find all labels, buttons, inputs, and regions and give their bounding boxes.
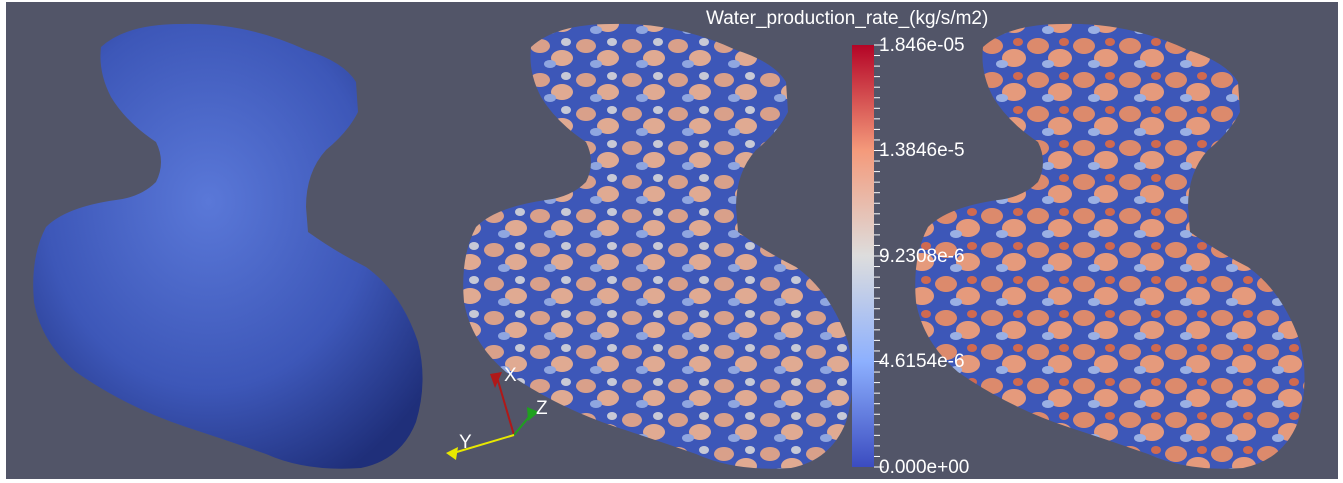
- legend-tick-4: 4.6154e-6: [879, 351, 965, 372]
- x-axis-line: [495, 373, 515, 436]
- comet-scene: [33, 23, 1305, 469]
- colorbar: [852, 45, 874, 467]
- comet-view-2: [463, 23, 853, 469]
- colorbar-minor-ticks: [874, 44, 884, 468]
- orientation-axes: [446, 372, 539, 460]
- y-axis-arrow: [446, 447, 458, 460]
- render-viewport[interactable]: Water_production_rate_(kg/s/m2) 1.846e-0…: [6, 2, 1338, 479]
- x-axis-label: X: [504, 365, 517, 386]
- x-axis-arrow: [490, 372, 502, 388]
- comet-view-1: [33, 23, 423, 469]
- y-axis-line: [449, 434, 515, 455]
- legend-tick-5: 0.000e+00: [879, 457, 970, 478]
- z-axis-arrow: [527, 407, 539, 421]
- color-legend: [852, 44, 884, 468]
- legend-title: Water_production_rate_(kg/s/m2): [706, 8, 989, 29]
- y-axis-label: Y: [459, 432, 472, 453]
- comet-view-3: [915, 23, 1305, 469]
- legend-tick-1: 1.846e-05: [879, 35, 965, 56]
- legend-tick-2: 1.3846e-5: [879, 140, 965, 161]
- legend-tick-3: 9.2308e-6: [879, 246, 965, 267]
- z-axis-label: Z: [536, 398, 548, 419]
